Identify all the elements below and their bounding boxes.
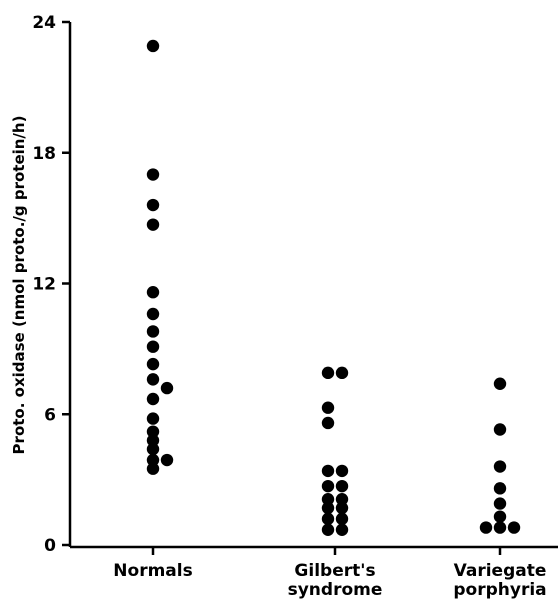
y-tick-label: 24 [32, 13, 56, 33]
axes [68, 22, 558, 549]
data-point-normals [146, 168, 160, 181]
data-point-gilbert [321, 366, 335, 380]
data-point-variegate [493, 510, 507, 523]
data-point-normals [146, 218, 160, 231]
data-point-normals [146, 39, 160, 53]
data-point-variegate [507, 521, 521, 534]
data-point-gilbert [335, 501, 349, 515]
data-point-normals [146, 434, 160, 447]
data-point-normals [146, 442, 160, 456]
data-point-gilbert [321, 523, 335, 536]
data-point-normals [160, 453, 174, 467]
data-point-normals [146, 340, 160, 353]
data-point-normals [146, 425, 160, 438]
data-point-variegate [493, 377, 507, 390]
y-axis-title: Proto. oxidase (nmol proto./g protein/h) [10, 116, 28, 455]
data-point-gilbert [335, 493, 349, 506]
y-tick-label: 6 [44, 405, 56, 425]
y-tick-label: 12 [32, 275, 56, 295]
data-point-normals [146, 453, 160, 467]
x-category-label: syndrome [288, 580, 383, 600]
data-points [146, 39, 521, 536]
data-point-gilbert [321, 501, 335, 515]
data-point-gilbert [321, 401, 335, 414]
data-point-gilbert [335, 366, 349, 380]
data-point-gilbert [335, 512, 349, 526]
data-point-variegate [493, 423, 507, 436]
data-point-gilbert [321, 479, 335, 493]
data-point-variegate [493, 482, 507, 495]
data-point-variegate [479, 521, 493, 534]
data-point-normals [146, 307, 160, 321]
data-point-gilbert [321, 464, 335, 478]
x-category-label: Normals [113, 561, 192, 581]
y-tick-label: 0 [44, 536, 56, 556]
data-point-normals [146, 357, 160, 371]
data-point-normals [146, 198, 160, 212]
data-point-normals [160, 381, 174, 395]
x-category-label: porphyria [453, 580, 546, 600]
data-point-normals [146, 462, 160, 475]
data-point-variegate [493, 497, 507, 510]
data-point-variegate [493, 521, 507, 534]
data-point-normals [146, 392, 160, 406]
y-ticks: 0 6 12 18 24 [32, 13, 70, 556]
x-category-label: Gilbert's [294, 561, 375, 581]
data-point-gilbert [321, 416, 335, 430]
data-point-gilbert [335, 479, 349, 493]
data-point-normals [146, 373, 160, 386]
data-point-gilbert [321, 493, 335, 506]
data-point-gilbert [335, 464, 349, 478]
data-point-variegate [493, 460, 507, 473]
data-point-gilbert [335, 523, 349, 536]
data-point-normals [146, 286, 160, 299]
data-point-normals [146, 412, 160, 425]
x-category-label: Variegate [454, 561, 547, 581]
data-point-gilbert [321, 512, 335, 526]
data-point-normals [146, 325, 160, 338]
y-tick-label: 18 [32, 144, 56, 164]
